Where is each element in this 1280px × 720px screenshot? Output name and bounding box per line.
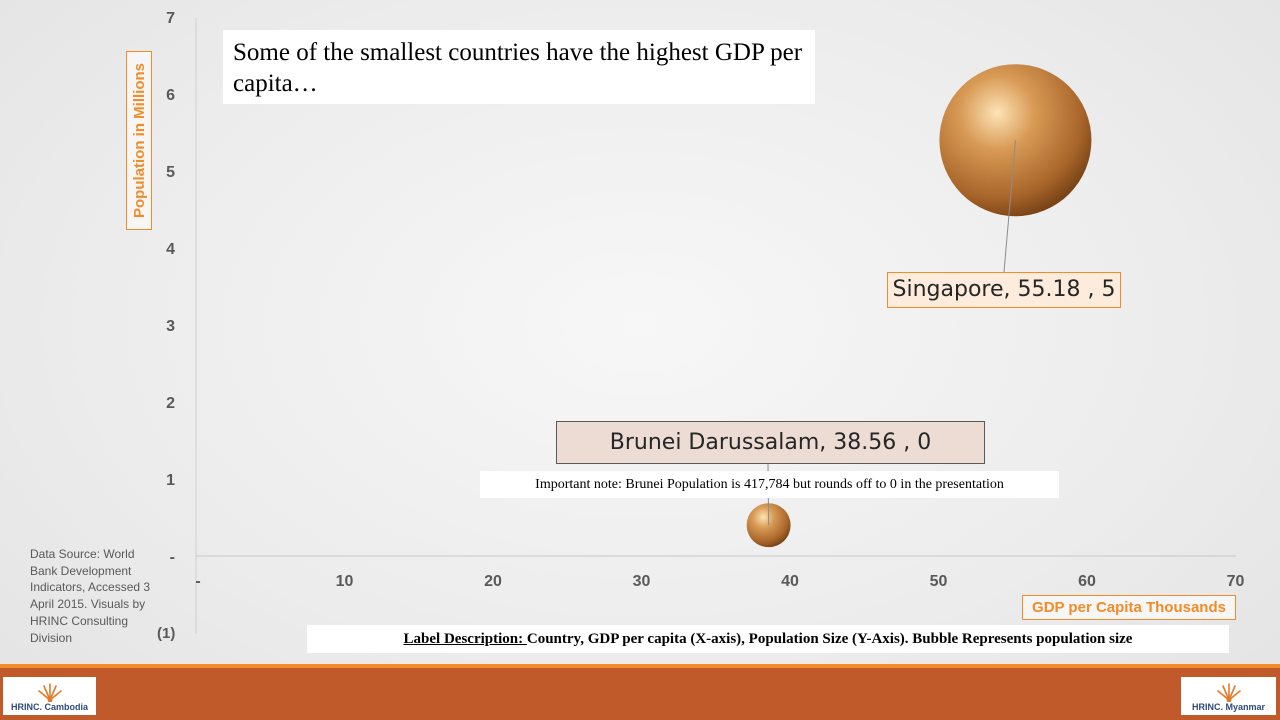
y-tick-label: 3 bbox=[166, 318, 175, 335]
logo-myanmar-text: HRINC. Myanmar bbox=[1191, 702, 1265, 712]
x-tick-label: 50 bbox=[930, 573, 948, 590]
y-tick-label: 1 bbox=[166, 472, 175, 489]
y-tick-label: 7 bbox=[166, 10, 175, 27]
sunburst-logo-icon bbox=[1216, 683, 1241, 702]
y-tick-label: 5 bbox=[166, 164, 175, 181]
x-tick-label: 40 bbox=[781, 573, 799, 590]
label-description: Label Description: Country, GDP per capi… bbox=[307, 625, 1229, 653]
y-tick-label: 6 bbox=[166, 87, 175, 104]
x-tick-label: 70 bbox=[1227, 573, 1245, 590]
label-description-heading: Label Description: bbox=[403, 631, 527, 647]
sunburst-logo-icon bbox=[37, 683, 62, 702]
label-description-text: Country, GDP per capita (X-axis), Popula… bbox=[526, 631, 1133, 647]
y-tick-label: 2 bbox=[166, 395, 175, 412]
y-axis-extra-label: (1) bbox=[157, 625, 176, 642]
footer-accent-line bbox=[0, 664, 1280, 668]
y-tick-label: - bbox=[170, 549, 175, 566]
x-axis-label: GDP per Capita Thousands bbox=[1022, 595, 1236, 620]
y-axis-label-box: Population in Millions bbox=[126, 51, 152, 230]
y-tick-label: 4 bbox=[166, 241, 175, 258]
leader-line bbox=[1003, 140, 1016, 273]
data-label-singapore: Singapore, 55.18 , 5 bbox=[887, 272, 1121, 308]
logo-myanmar: HRINC. Myanmar bbox=[1181, 677, 1276, 715]
x-tick-label: 60 bbox=[1078, 573, 1096, 590]
important-note: Important note: Brunei Population is 417… bbox=[480, 471, 1059, 498]
bubble-brunei-darussalam bbox=[746, 503, 791, 548]
x-tick-label: 30 bbox=[633, 573, 651, 590]
data-label-brunei: Brunei Darussalam, 38.56 , 0 bbox=[556, 421, 985, 464]
x-tick-label: 10 bbox=[336, 573, 354, 590]
logo-cambodia-text: HRINC. Cambodia bbox=[10, 702, 88, 712]
x-tick-label: - bbox=[195, 573, 200, 590]
footer-bar bbox=[0, 668, 1280, 720]
logo-cambodia: HRINC. Cambodia bbox=[3, 677, 96, 715]
x-tick-label: 20 bbox=[484, 573, 502, 590]
data-source-text: Data Source: World Bank Development Indi… bbox=[30, 547, 151, 645]
chart-title: Some of the smallest countries have the … bbox=[223, 30, 815, 104]
y-axis-label: Population in Millions bbox=[130, 63, 148, 218]
